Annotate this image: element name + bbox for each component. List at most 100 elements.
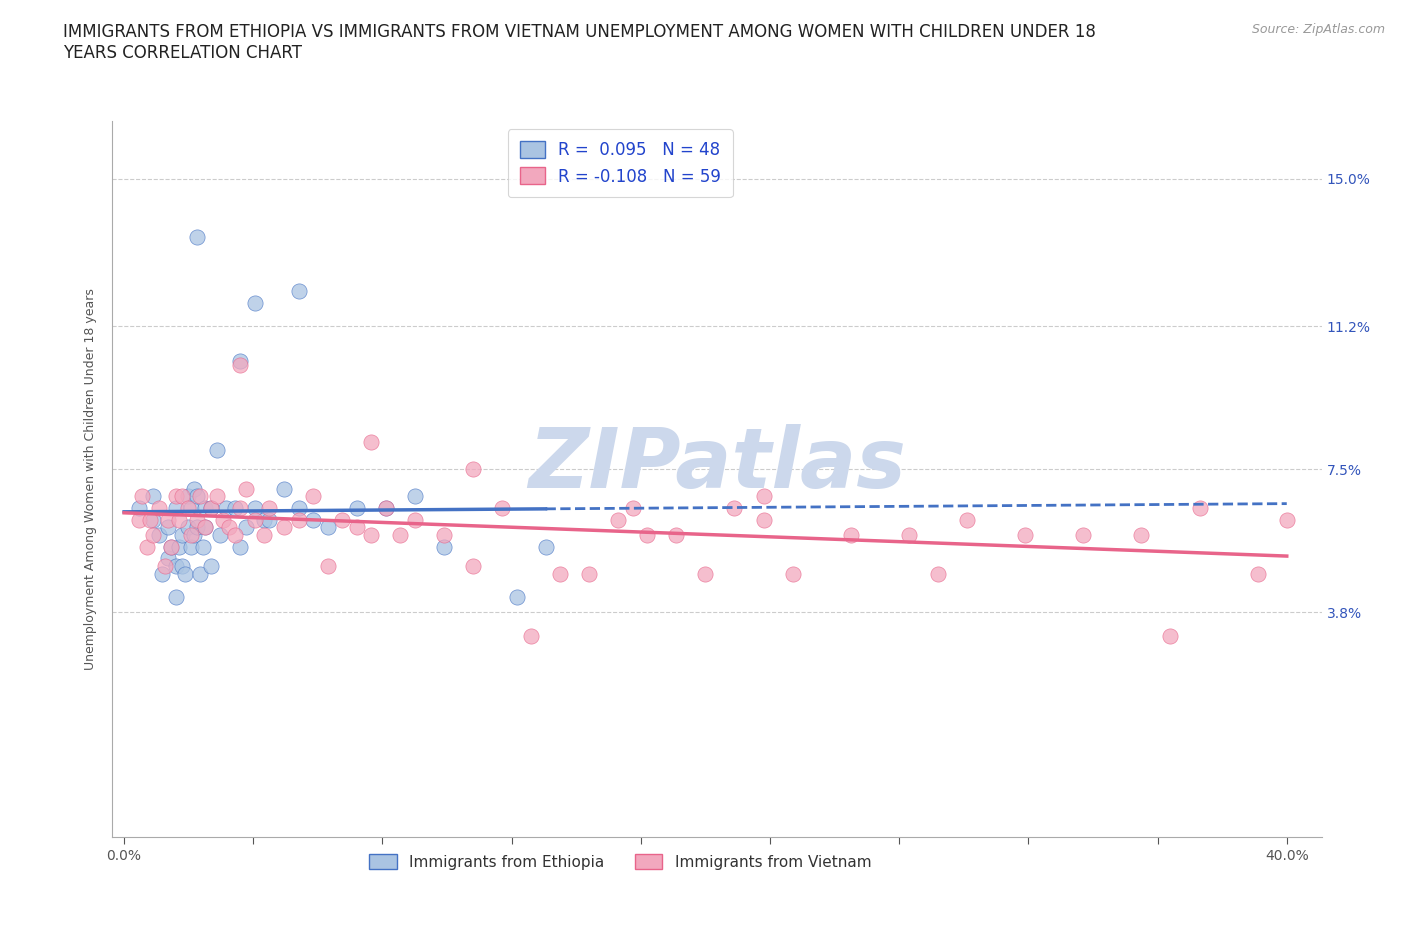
Point: [1071, 527, 1094, 542]
Point: [302, 489, 325, 504]
Point: [205, 489, 228, 504]
Point: [194, 500, 217, 515]
Point: [200, 500, 222, 515]
Point: [186, 520, 208, 535]
Point: [752, 489, 775, 504]
Point: [433, 527, 456, 542]
Point: [259, 500, 281, 515]
Point: [1188, 500, 1211, 515]
Point: [273, 481, 295, 496]
Point: [186, 489, 208, 504]
Point: [927, 566, 949, 581]
Point: [128, 512, 150, 527]
Y-axis label: Unemployment Among Women with Children Under 18 years: Unemployment Among Women with Children U…: [83, 288, 97, 670]
Point: [156, 551, 179, 565]
Point: [897, 527, 920, 542]
Point: [316, 520, 339, 535]
Legend: Immigrants from Ethiopia, Immigrants from Vietnam: Immigrants from Ethiopia, Immigrants fro…: [363, 848, 877, 876]
Point: [172, 559, 194, 574]
Point: [186, 230, 208, 245]
Point: [165, 590, 187, 604]
Point: [165, 489, 187, 504]
Point: [839, 527, 862, 542]
Point: [183, 527, 205, 542]
Point: [191, 539, 214, 554]
Point: [218, 520, 240, 535]
Point: [205, 443, 228, 458]
Point: [142, 527, 165, 542]
Point: [165, 500, 187, 515]
Point: [534, 539, 557, 554]
Point: [723, 500, 745, 515]
Point: [229, 539, 252, 554]
Point: [235, 481, 257, 496]
Point: [153, 559, 176, 574]
Text: IMMIGRANTS FROM ETHIOPIA VS IMMIGRANTS FROM VIETNAM UNEMPLOYMENT AMONG WOMEN WIT: IMMIGRANTS FROM ETHIOPIA VS IMMIGRANTS F…: [63, 23, 1097, 62]
Point: [177, 489, 200, 504]
Point: [215, 500, 238, 515]
Point: [200, 559, 222, 574]
Point: [461, 462, 484, 477]
Point: [183, 481, 205, 496]
Point: [752, 512, 775, 527]
Point: [346, 520, 368, 535]
Point: [1275, 512, 1298, 527]
Point: [404, 489, 426, 504]
Point: [177, 520, 200, 535]
Point: [461, 559, 484, 574]
Point: [316, 559, 339, 574]
Point: [287, 284, 309, 299]
Point: [505, 590, 527, 604]
Point: [235, 520, 257, 535]
Point: [259, 512, 281, 527]
Point: [224, 527, 246, 542]
Point: [346, 500, 368, 515]
Point: [177, 500, 200, 515]
Point: [273, 520, 295, 535]
Point: [1159, 629, 1181, 644]
Point: [169, 539, 191, 554]
Point: [243, 500, 266, 515]
Point: [180, 527, 202, 542]
Point: [139, 512, 162, 527]
Point: [287, 512, 309, 527]
Point: [956, 512, 979, 527]
Point: [172, 489, 194, 504]
Point: [243, 296, 266, 311]
Point: [695, 566, 717, 581]
Point: [194, 520, 217, 535]
Point: [212, 512, 235, 527]
Point: [360, 434, 382, 449]
Point: [243, 512, 266, 527]
Text: ZIPatlas: ZIPatlas: [529, 424, 905, 505]
Point: [520, 629, 543, 644]
Point: [165, 559, 187, 574]
Point: [607, 512, 630, 527]
Point: [200, 500, 222, 515]
Point: [224, 500, 246, 515]
Point: [156, 512, 179, 527]
Point: [188, 489, 211, 504]
Point: [128, 500, 150, 515]
Point: [374, 500, 396, 515]
Point: [491, 500, 513, 515]
Point: [180, 500, 202, 515]
Point: [172, 527, 194, 542]
Point: [159, 539, 181, 554]
Point: [1014, 527, 1036, 542]
Point: [142, 489, 165, 504]
Point: [302, 512, 325, 527]
Point: [404, 512, 426, 527]
Point: [253, 512, 276, 527]
Point: [169, 512, 191, 527]
Point: [156, 520, 179, 535]
Point: [188, 566, 211, 581]
Point: [360, 527, 382, 542]
Point: [548, 566, 571, 581]
Point: [433, 539, 456, 554]
Point: [148, 500, 170, 515]
Point: [1247, 566, 1270, 581]
Point: [287, 500, 309, 515]
Point: [186, 512, 208, 527]
Point: [131, 489, 153, 504]
